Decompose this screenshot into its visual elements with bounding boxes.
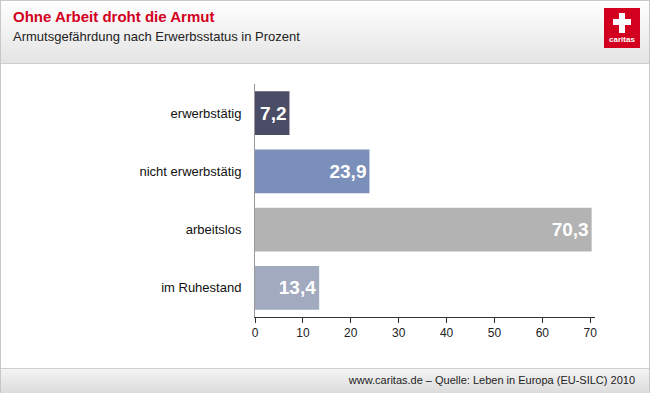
html-text:Ohne Arbeit droht die Armut: Ohne Arbeit droht die Armut [13, 8, 215, 25]
svg-text:70: 70 [584, 326, 598, 340]
html-text:Armutsgefährdung nach Erwerbss: Armutsgefährdung nach Erwerbsstatus in P… [13, 29, 300, 44]
svg-text:13,4: 13,4 [279, 277, 316, 298]
svg-text:60: 60 [536, 326, 550, 340]
svg-text:23,9: 23,9 [329, 161, 366, 182]
svg-text:40: 40 [440, 326, 454, 340]
svg-text:10: 10 [296, 326, 310, 340]
svg-text:erwerbstätig: erwerbstätig [171, 106, 242, 121]
svg-text:im Ruhestand: im Ruhestand [161, 280, 241, 295]
svg-text:nicht erwerbstätig: nicht erwerbstätig [140, 164, 242, 179]
svg-text:7,2: 7,2 [260, 103, 286, 124]
svg-text:arbeitslos: arbeitslos [186, 222, 242, 237]
svg-text:0: 0 [252, 326, 259, 340]
svg-text:70,3: 70,3 [552, 219, 589, 240]
svg-text:30: 30 [392, 326, 406, 340]
html-text:caritas: caritas [609, 35, 635, 44]
html-text:www.caritas.de – Quelle: Leben: www.caritas.de – Quelle: Leben in Europa… [348, 374, 635, 386]
svg-text:20: 20 [344, 326, 358, 340]
svg-text:50: 50 [488, 326, 502, 340]
